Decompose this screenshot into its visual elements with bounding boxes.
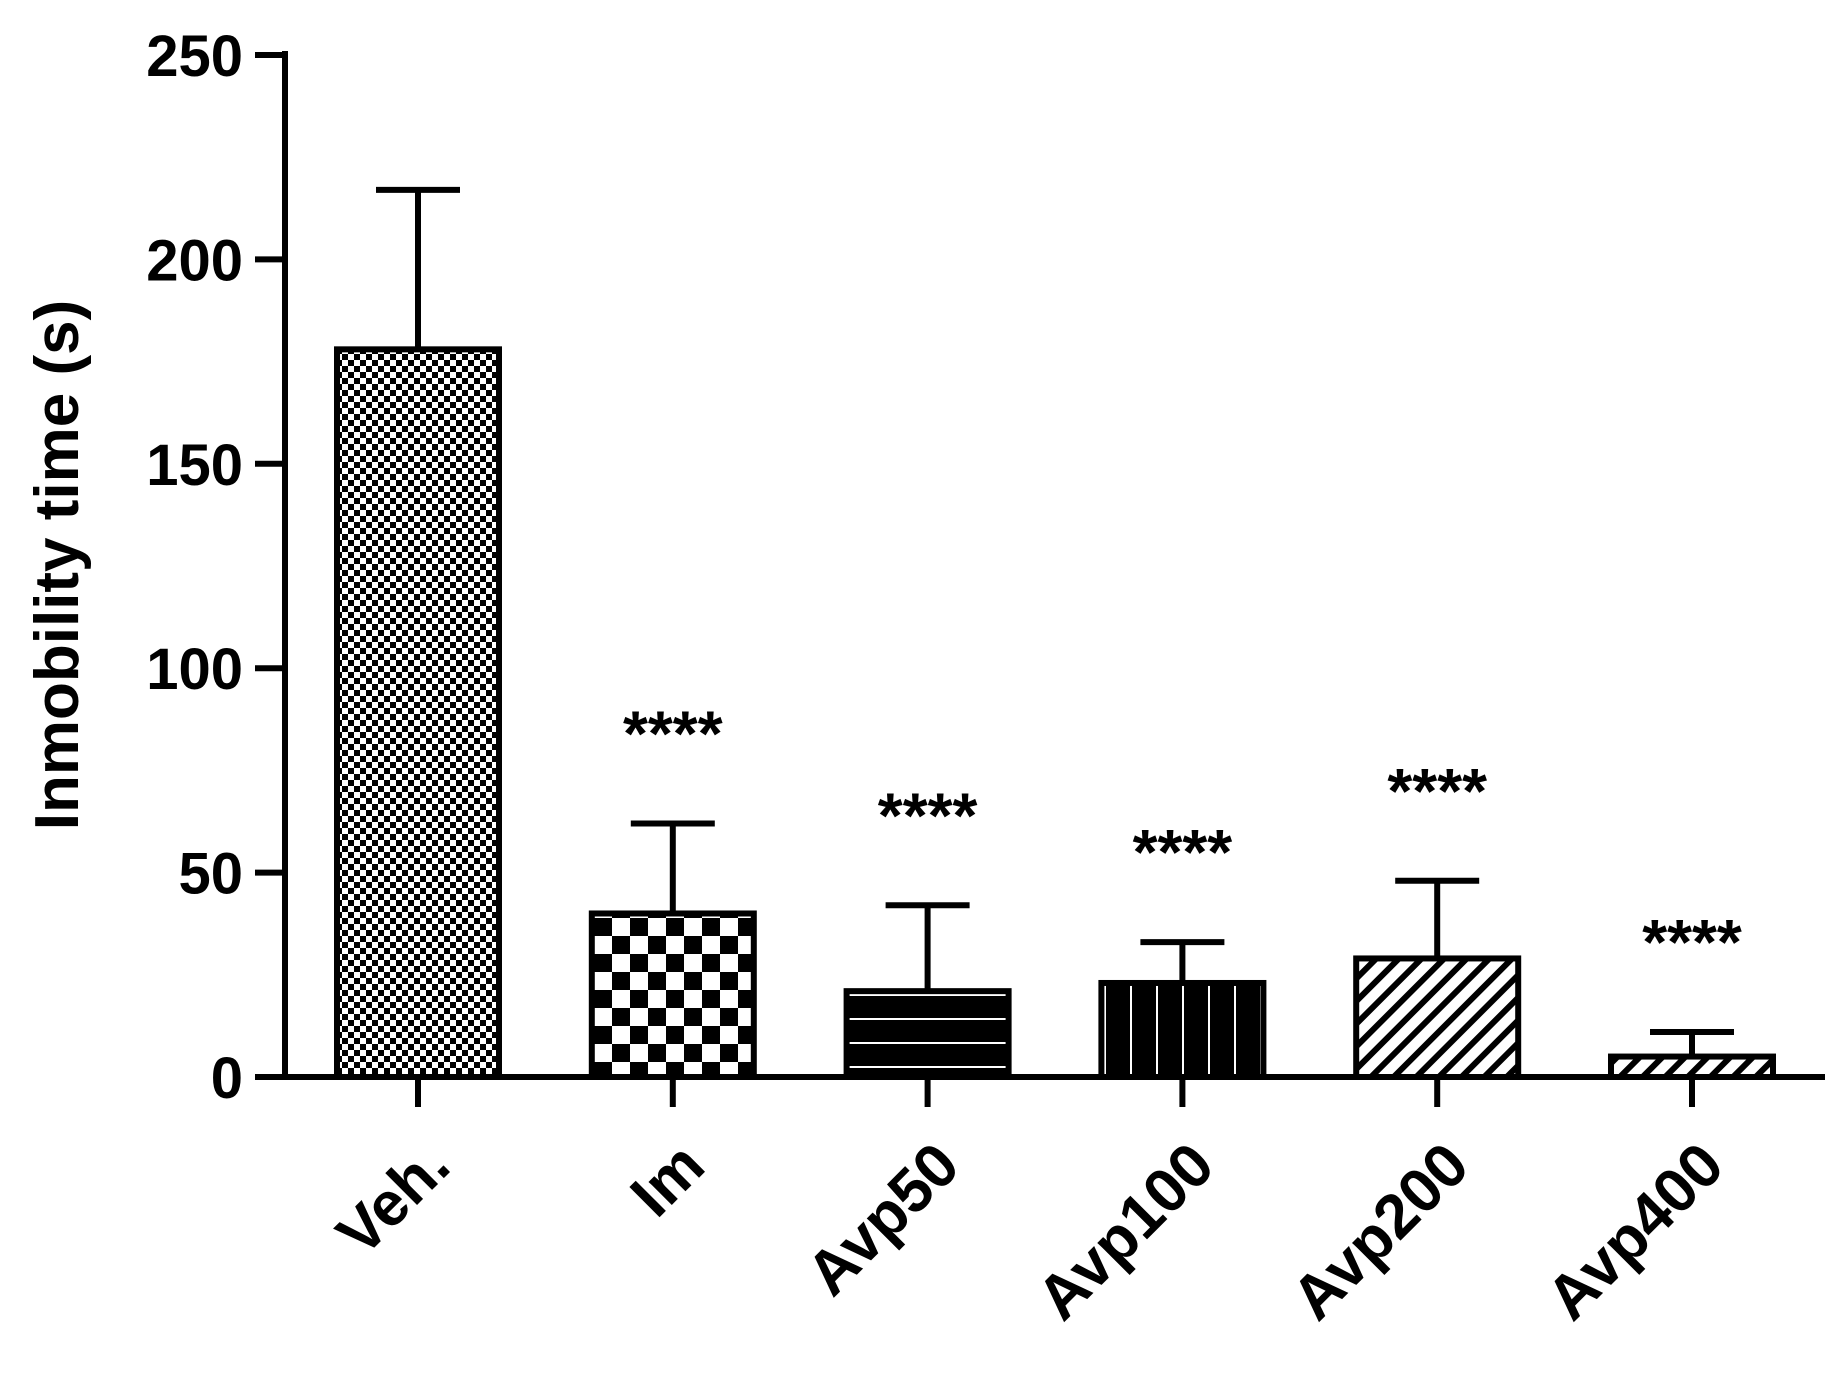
plot-area: 0 50 100 150 200 250 Veh. **** Im **** Avp50 **** Av… xyxy=(146,24,1825,1333)
bar-avp50 xyxy=(843,988,1012,1080)
x-tick-label: Veh. xyxy=(324,1130,463,1269)
y-tick-label: 100 xyxy=(146,637,243,702)
significance-label: **** xyxy=(878,779,978,851)
y-tick-label: 0 xyxy=(211,1046,243,1111)
y-tick-label: 200 xyxy=(146,228,243,293)
bar-avp400 xyxy=(1608,1053,1776,1081)
y-tick-label: 50 xyxy=(178,842,243,907)
x-tick-label: Avp400 xyxy=(1534,1130,1737,1333)
bar-avp100 xyxy=(1098,979,1267,1081)
x-tick-label: Avp200 xyxy=(1279,1130,1482,1333)
bar-avp200 xyxy=(1353,955,1522,1080)
significance-label: **** xyxy=(1387,755,1487,827)
bar-im xyxy=(588,910,757,1080)
significance-label: **** xyxy=(623,698,723,770)
x-tick-label: Avp100 xyxy=(1024,1130,1227,1333)
bar-veh xyxy=(334,346,502,1080)
x-tick-label: Avp50 xyxy=(794,1130,973,1309)
y-tick-label: 150 xyxy=(146,433,243,498)
y-axis-label: Inmobility time (s) xyxy=(23,300,92,830)
y-tick-label: 250 xyxy=(146,24,243,89)
significance-label: **** xyxy=(1642,906,1742,978)
x-tick-label: Im xyxy=(618,1130,718,1230)
significance-label: **** xyxy=(1133,816,1233,888)
